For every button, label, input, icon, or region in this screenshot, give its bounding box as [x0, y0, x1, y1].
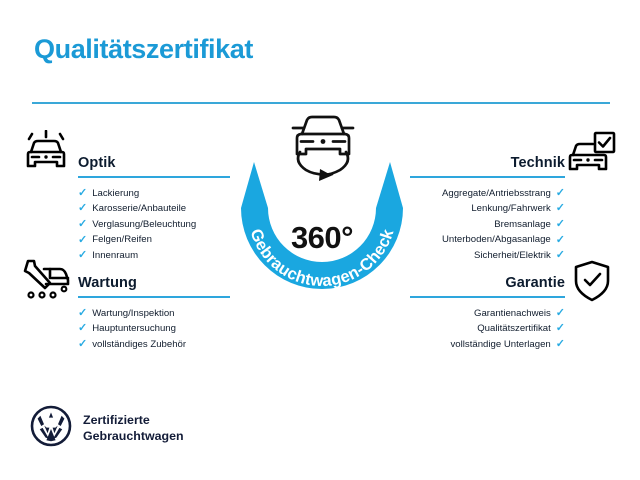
list-item: ✓ Wartung/Inspektion: [78, 306, 230, 322]
volkswagen-logo: [30, 405, 72, 452]
section-items: ✓ Wartung/Inspektion ✓ Hauptuntersuchung…: [78, 306, 230, 353]
section-wartung: Wartung ✓ Wartung/Inspektion ✓ Hauptunte…: [78, 262, 230, 352]
check-icon: ✓: [555, 306, 565, 319]
volkswagen-footer: Zertifizierte Gebrauchtwagen: [30, 405, 184, 452]
car-shine-icon: [22, 129, 70, 179]
check-icon: ✓: [78, 249, 88, 262]
volkswagen-footer-text: Zertifizierte Gebrauchtwagen: [83, 412, 184, 443]
list-item: ✓ Hauptuntersuchung: [78, 321, 230, 337]
list-item-label: Innenraum: [92, 249, 139, 261]
section-title: Technik: [510, 154, 565, 171]
section-items: ✓ Lackierung ✓ Karosserie/Anbauteile ✓ V…: [78, 186, 230, 264]
section-header: Garantie: [410, 262, 565, 292]
list-item: ✓ Verglasung/Beleuchtung: [78, 217, 230, 233]
list-item-label: Unterboden/Abgasanlage: [441, 234, 551, 246]
section-title: Wartung: [78, 274, 137, 291]
section-title: Garantie: [505, 274, 565, 291]
check-icon: ✓: [555, 322, 565, 335]
list-item: Qualitätszertifikat ✓: [410, 321, 565, 337]
list-item: ✓ vollständiges Zubehör: [78, 337, 230, 353]
list-item-label: Felgen/Reifen: [92, 234, 152, 246]
section-header: Wartung: [78, 262, 230, 292]
check-icon: ✓: [78, 218, 88, 231]
title-divider: [32, 102, 610, 104]
list-item-label: Hauptuntersuchung: [92, 323, 176, 335]
check-icon: ✓: [555, 202, 565, 215]
section-divider: [410, 296, 565, 298]
list-item-label: Wartung/Inspektion: [92, 307, 175, 319]
page-title: Qualitätszertifikat: [34, 34, 253, 64]
section-garantie: Garantie Garantienachweis ✓ Qualitätszer…: [410, 262, 565, 352]
check-icon: ✓: [78, 306, 88, 319]
section-items: Aggregate/Antriebsstrang ✓ Lenkung/Fahrw…: [410, 186, 565, 264]
list-item-label: vollständiges Zubehör: [92, 338, 187, 350]
list-item: vollständige Unterlagen ✓: [410, 337, 566, 353]
check-icon: ✓: [78, 322, 88, 335]
list-item-label: Lenkung/Fahrwerk: [471, 203, 551, 215]
list-item-label: Verglasung/Beleuchtung: [92, 218, 197, 230]
list-item: ✓ Karosserie/Anbauteile: [78, 201, 230, 217]
check-icon: ✓: [555, 186, 565, 199]
check-icon: ✓: [78, 233, 88, 246]
badge-center-label: 360°: [290, 220, 354, 255]
section-title: Optik: [78, 154, 116, 171]
section-divider: [78, 296, 230, 298]
list-item-label: Karosserie/Anbauteile: [92, 203, 187, 215]
car-checkbox-icon: [566, 131, 616, 180]
list-item: Bremsanlage ✓: [410, 217, 565, 233]
list-item-label: Garantienachweis: [473, 307, 551, 319]
list-item: Lenkung/Fahrwerk ✓: [410, 201, 565, 217]
list-item: ✓ Innenraum: [78, 248, 230, 264]
list-item-label: Bremsanlage: [494, 218, 551, 230]
list-item: Aggregate/Antriebsstrang ✓: [410, 186, 565, 202]
check-icon: ✓: [555, 338, 565, 351]
list-item: Garantienachweis ✓: [410, 306, 565, 322]
badge-360-gebrauchtwagen-check: Gebrauchtwagen-Check: [228, 115, 416, 316]
list-item: ✓ Felgen/Reifen: [78, 232, 230, 248]
list-item-label: Qualitätszertifikat: [477, 323, 551, 335]
section-technik: Technik Aggregate/Antriebsstrang ✓ Lenku…: [410, 142, 565, 264]
shield-check-icon: [572, 259, 612, 308]
check-icon: ✓: [78, 202, 88, 215]
section-items: Garantienachweis ✓ Qualitätszertifikat ✓…: [410, 306, 566, 353]
section-optik: Optik ✓ Lackierung ✓ Karosserie/Anbautei…: [78, 142, 230, 264]
list-item-label: vollständige Unterlagen: [450, 338, 551, 350]
list-item: ✓ Lackierung: [78, 186, 230, 202]
check-icon: ✓: [78, 338, 88, 351]
list-item: Unterboden/Abgasanlage ✓: [410, 232, 565, 248]
check-icon: ✓: [555, 218, 565, 231]
check-icon: ✓: [555, 249, 565, 262]
list-item-label: Lackierung: [92, 187, 140, 199]
section-header: Technik: [410, 142, 565, 172]
list-item-label: Aggregate/Antriebsstrang: [441, 187, 551, 199]
section-divider: [78, 176, 230, 178]
list-item: Sicherheit/Elektrik ✓: [410, 248, 565, 264]
check-icon: ✓: [555, 233, 565, 246]
wrench-car-icon: [22, 258, 72, 307]
section-divider: [410, 176, 565, 178]
car-rotate-360-icon: [280, 108, 366, 190]
list-item-label: Sicherheit/Elektrik: [474, 249, 551, 261]
section-header: Optik: [78, 142, 230, 172]
check-icon: ✓: [78, 186, 88, 199]
